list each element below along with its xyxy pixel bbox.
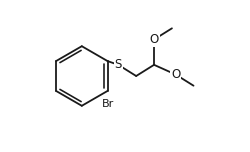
Text: O: O <box>150 33 159 46</box>
Text: O: O <box>171 68 180 81</box>
Text: Br: Br <box>102 99 115 109</box>
Text: S: S <box>114 58 122 71</box>
